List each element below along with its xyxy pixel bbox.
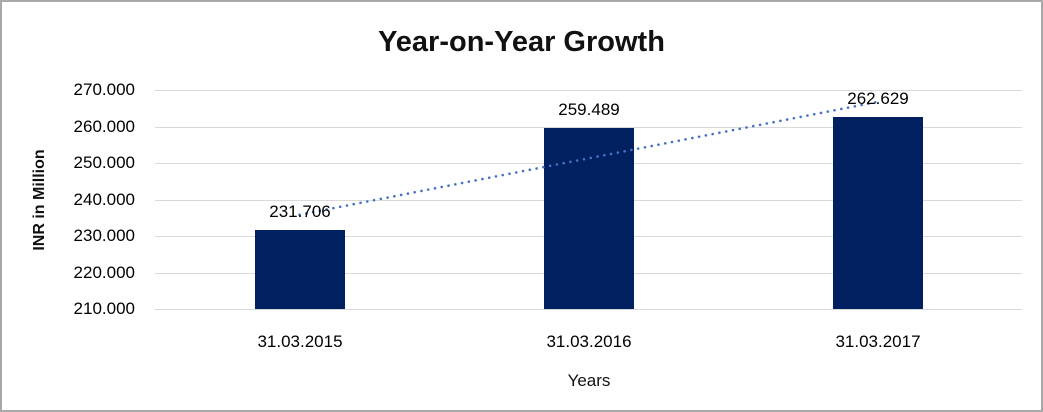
data-label: 259.489 <box>558 100 620 119</box>
data-label: 231.706 <box>269 202 331 221</box>
x-tick-label: 31.03.2016 <box>546 332 632 351</box>
y-tick-label: 220.000 <box>73 263 135 282</box>
y-tick-label: 210.000 <box>73 299 135 318</box>
y-tick-label: 250.000 <box>73 153 135 172</box>
bar-31.03.2015 <box>255 230 345 309</box>
y-tick-label: 270.000 <box>73 80 135 99</box>
y-tick-label: 230.000 <box>73 226 135 245</box>
x-tick-label: 31.03.2017 <box>835 332 921 351</box>
bar-31.03.2017 <box>833 117 923 309</box>
bar-31.03.2016 <box>544 128 634 309</box>
x-axis-title: Years <box>567 371 611 390</box>
y-tick-label: 240.000 <box>73 190 135 209</box>
x-tick-label: 31.03.2015 <box>257 332 343 351</box>
y-axis-title: INR in Million <box>31 149 48 251</box>
gridline <box>155 309 1022 310</box>
gridline <box>155 90 1022 91</box>
data-label: 262.629 <box>847 89 909 108</box>
y-tick-label: 260.000 <box>73 117 135 136</box>
chart-title: Year-on-Year Growth <box>378 26 665 58</box>
